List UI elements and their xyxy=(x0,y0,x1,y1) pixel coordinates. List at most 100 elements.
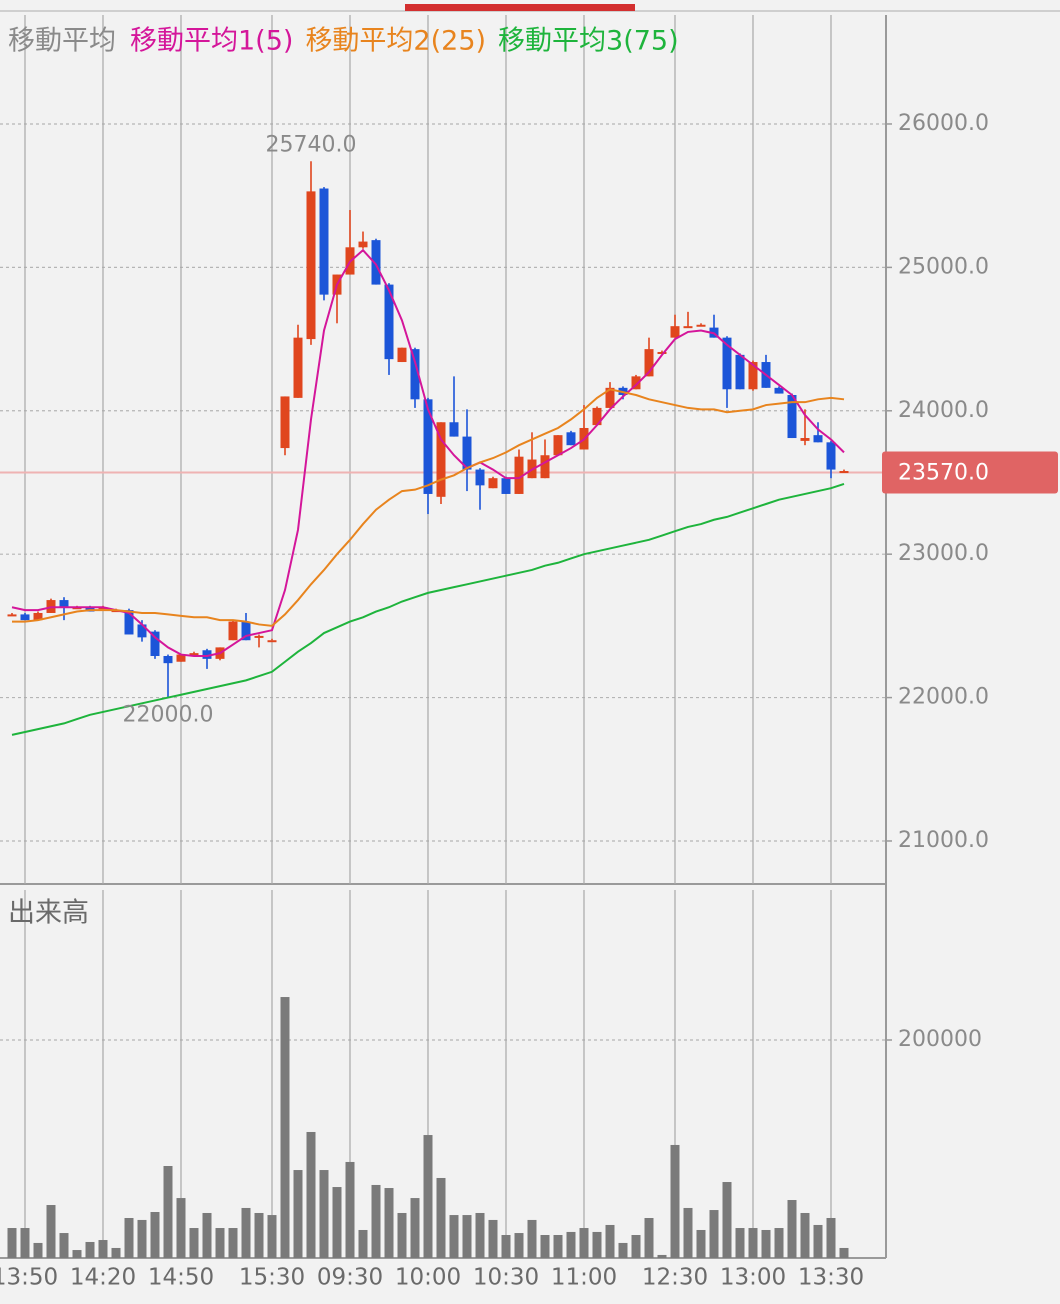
volume-bar xyxy=(826,1217,836,1258)
candle-body xyxy=(514,456,524,494)
volume-bar xyxy=(774,1228,784,1258)
volume-bar xyxy=(332,1187,342,1258)
x-tick-label: 14:20 xyxy=(70,1265,136,1291)
candle-body xyxy=(475,469,485,486)
volume-bar xyxy=(306,1131,316,1258)
volume-bar xyxy=(254,1212,264,1258)
candle-body xyxy=(787,395,797,439)
candle-body xyxy=(540,455,550,479)
legend-title: 移動平均 xyxy=(8,26,116,57)
candle-body xyxy=(267,640,277,643)
volume-bar xyxy=(670,1144,680,1258)
candle-body xyxy=(696,324,706,327)
volume-bar xyxy=(527,1219,537,1258)
volume-bar xyxy=(605,1224,615,1258)
volume-bar xyxy=(839,1247,849,1258)
candle-body xyxy=(605,387,615,408)
volume-bar xyxy=(761,1229,771,1258)
candle-body xyxy=(449,422,459,437)
volume-bar xyxy=(683,1207,693,1258)
candle-body xyxy=(592,407,602,426)
volume-bar xyxy=(124,1217,134,1258)
candle-body xyxy=(800,438,810,441)
volume-bar xyxy=(397,1212,407,1258)
candle-body xyxy=(7,614,17,617)
volume-bar xyxy=(436,1177,446,1258)
volume-bar xyxy=(735,1228,745,1258)
legend-entry: 移動平均3(75) xyxy=(498,26,679,57)
candle-body xyxy=(683,326,693,329)
volume-bar xyxy=(657,1254,667,1258)
volume-bar xyxy=(644,1217,654,1258)
y-tick-label: 25000.0 xyxy=(898,254,989,279)
candle-body xyxy=(137,624,147,638)
x-tick-label: 13:30 xyxy=(798,1265,864,1291)
candle-body xyxy=(371,240,381,285)
volume-bar xyxy=(202,1212,212,1258)
volume-bar xyxy=(566,1231,576,1258)
volume-bar xyxy=(345,1161,355,1258)
candle-body xyxy=(631,376,641,390)
volume-bar xyxy=(748,1228,758,1258)
candle-body xyxy=(176,654,186,662)
volume-bar xyxy=(384,1188,394,1258)
volume-bar xyxy=(800,1212,810,1258)
last-price-label: 23570.0 xyxy=(898,460,989,485)
y-tick-label: 23000.0 xyxy=(898,541,989,566)
candle-body xyxy=(670,326,680,338)
volume-bar xyxy=(189,1228,199,1258)
volume-bar xyxy=(592,1231,602,1258)
y-tick-label: 26000.0 xyxy=(898,111,989,136)
ma-line xyxy=(11,482,845,736)
volume-bar xyxy=(319,1170,329,1258)
volume-bar xyxy=(488,1219,498,1258)
y-tick-label: 200000 xyxy=(898,1027,982,1052)
volume-bar xyxy=(618,1242,628,1258)
volume-bar xyxy=(215,1228,225,1258)
volume-bar xyxy=(59,1233,69,1258)
candle-body xyxy=(228,621,238,641)
x-tick-label: 11:00 xyxy=(551,1265,617,1291)
candle-body xyxy=(774,387,784,394)
candle-body xyxy=(735,354,745,390)
volume-bar xyxy=(228,1228,238,1258)
volume-bar xyxy=(33,1242,43,1258)
candle-body xyxy=(254,635,264,638)
volume-bar xyxy=(813,1224,823,1258)
candle-body xyxy=(124,610,134,635)
volume-bar xyxy=(462,1215,472,1258)
volume-bar xyxy=(280,997,290,1258)
candle-body xyxy=(722,337,732,390)
volume-bar xyxy=(150,1212,160,1258)
candle-body xyxy=(150,631,160,656)
x-tick-label: 10:30 xyxy=(473,1265,539,1291)
x-tick-label: 15:30 xyxy=(239,1265,305,1291)
volume-bar xyxy=(722,1182,732,1258)
candle-body xyxy=(826,442,836,470)
candle-body xyxy=(33,612,43,621)
candle-body xyxy=(241,621,251,641)
volume-bar xyxy=(787,1200,797,1258)
candle-body xyxy=(384,284,394,360)
x-tick-label: 10:00 xyxy=(395,1265,461,1291)
candle-body xyxy=(202,650,212,659)
candle-body xyxy=(839,471,849,474)
price-annotation: 22000.0 xyxy=(123,703,214,728)
volume-bar xyxy=(293,1170,303,1258)
candle-body xyxy=(748,362,758,390)
candle-body xyxy=(462,436,472,470)
volume-bar xyxy=(540,1235,550,1258)
x-tick-label: 13:00 xyxy=(720,1265,786,1291)
candle-body xyxy=(358,241,368,248)
candle-body xyxy=(566,432,576,446)
volume-bar xyxy=(241,1207,251,1258)
candle-body xyxy=(59,600,69,608)
volume-bar xyxy=(46,1205,56,1258)
volume-bar xyxy=(267,1215,277,1258)
candle-body xyxy=(657,351,667,354)
candle-body xyxy=(306,191,316,340)
volume-bar xyxy=(20,1228,30,1258)
legend-entry: 移動平均2(25) xyxy=(305,26,486,57)
x-tick-label: 14:50 xyxy=(148,1265,214,1291)
